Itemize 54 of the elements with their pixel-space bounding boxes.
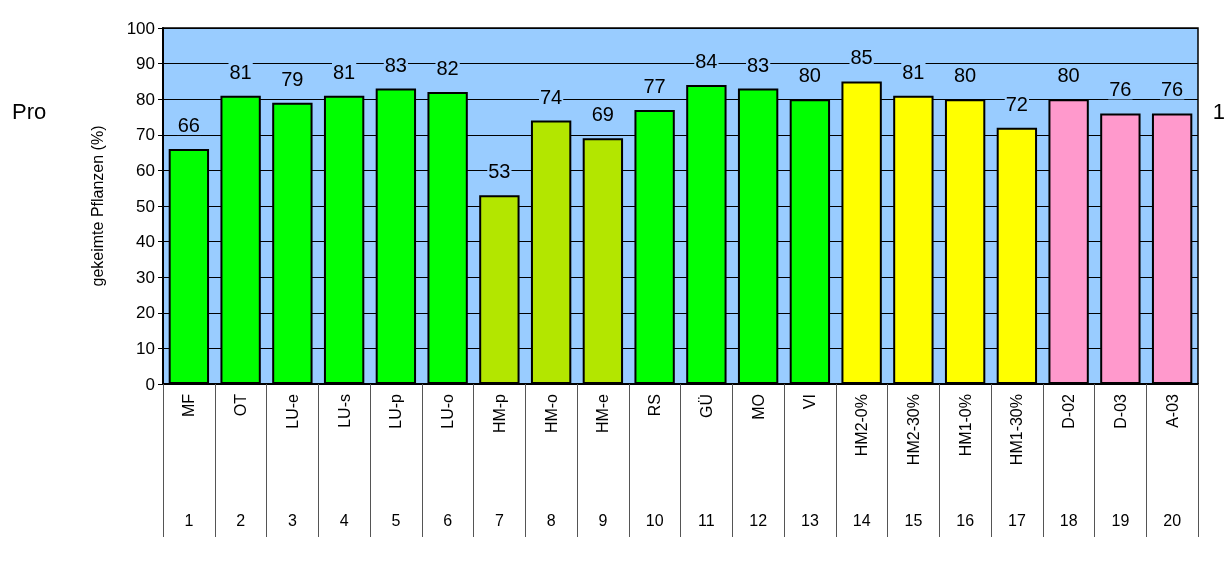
y-tick-label: 10 [136, 338, 155, 358]
category-label: VI 13 [800, 394, 819, 529]
category-label: LU-e 3 [283, 394, 301, 529]
y-tick-label: 60 [136, 160, 155, 180]
data-label: 83 [747, 53, 770, 76]
category-label: LU-p 5 [387, 394, 405, 529]
data-label: 84 [695, 49, 718, 72]
data-label: 80 [1057, 64, 1080, 87]
y-tick-label: 70 [136, 125, 155, 145]
data-label: 82 [436, 57, 459, 80]
data-label: 66 [177, 114, 200, 137]
y-tick-label: 50 [136, 196, 155, 216]
category-label: MO 12 [749, 394, 768, 529]
y-tick-label: 30 [136, 267, 155, 287]
text: 1 [1212, 98, 1226, 124]
category-label: D-02 18 [1059, 394, 1078, 529]
category-label: HM2-0% 14 [852, 394, 871, 529]
category-label: HM1-0% 16 [956, 394, 975, 529]
category-label: A-03 20 [1163, 394, 1182, 529]
y-tick-label: 100 [126, 18, 155, 38]
data-label: 81 [229, 60, 252, 83]
data-label: 81 [902, 60, 925, 83]
data-label: 85 [850, 46, 873, 69]
category-label: D-03 19 [1111, 394, 1130, 529]
y-tick-label: 90 [136, 54, 155, 74]
data-label: 79 [281, 67, 304, 90]
category-label: RS 10 [645, 394, 664, 529]
category-label: GÜ 11 [697, 394, 715, 529]
data-label: 80 [798, 64, 821, 87]
data-label: 76 [1109, 78, 1132, 101]
category-label: MF 1 [180, 394, 198, 529]
y-tick-label: 80 [136, 89, 155, 109]
data-label: 77 [643, 74, 666, 97]
data-label: 76 [1161, 78, 1184, 101]
data-label: 72 [1005, 92, 1028, 115]
category-label: LU-o 6 [439, 394, 457, 529]
category-label: HM2-30% 15 [904, 394, 923, 529]
data-label: 69 [591, 103, 614, 126]
category-label: HM-p 7 [490, 394, 508, 529]
text: Pro [12, 98, 47, 124]
category-label: OT 2 [232, 394, 250, 529]
category-label: LU-s 4 [335, 394, 353, 529]
data-label: 80 [954, 64, 977, 87]
y-tick-label: 40 [136, 232, 155, 252]
category-label: HM-e 9 [594, 394, 612, 529]
data-label: 83 [384, 53, 407, 76]
data-label: 81 [333, 60, 356, 83]
y-tick-label: 20 [136, 303, 155, 323]
data-label: 74 [540, 85, 563, 108]
category-label: HM1-30% 17 [1007, 394, 1026, 529]
y-tick-label: 0 [145, 374, 155, 394]
category-label: HM-o 8 [542, 394, 560, 529]
data-label: 53 [488, 160, 511, 183]
y-axis-title: gekeimte Pflanzen (%) [88, 125, 106, 287]
